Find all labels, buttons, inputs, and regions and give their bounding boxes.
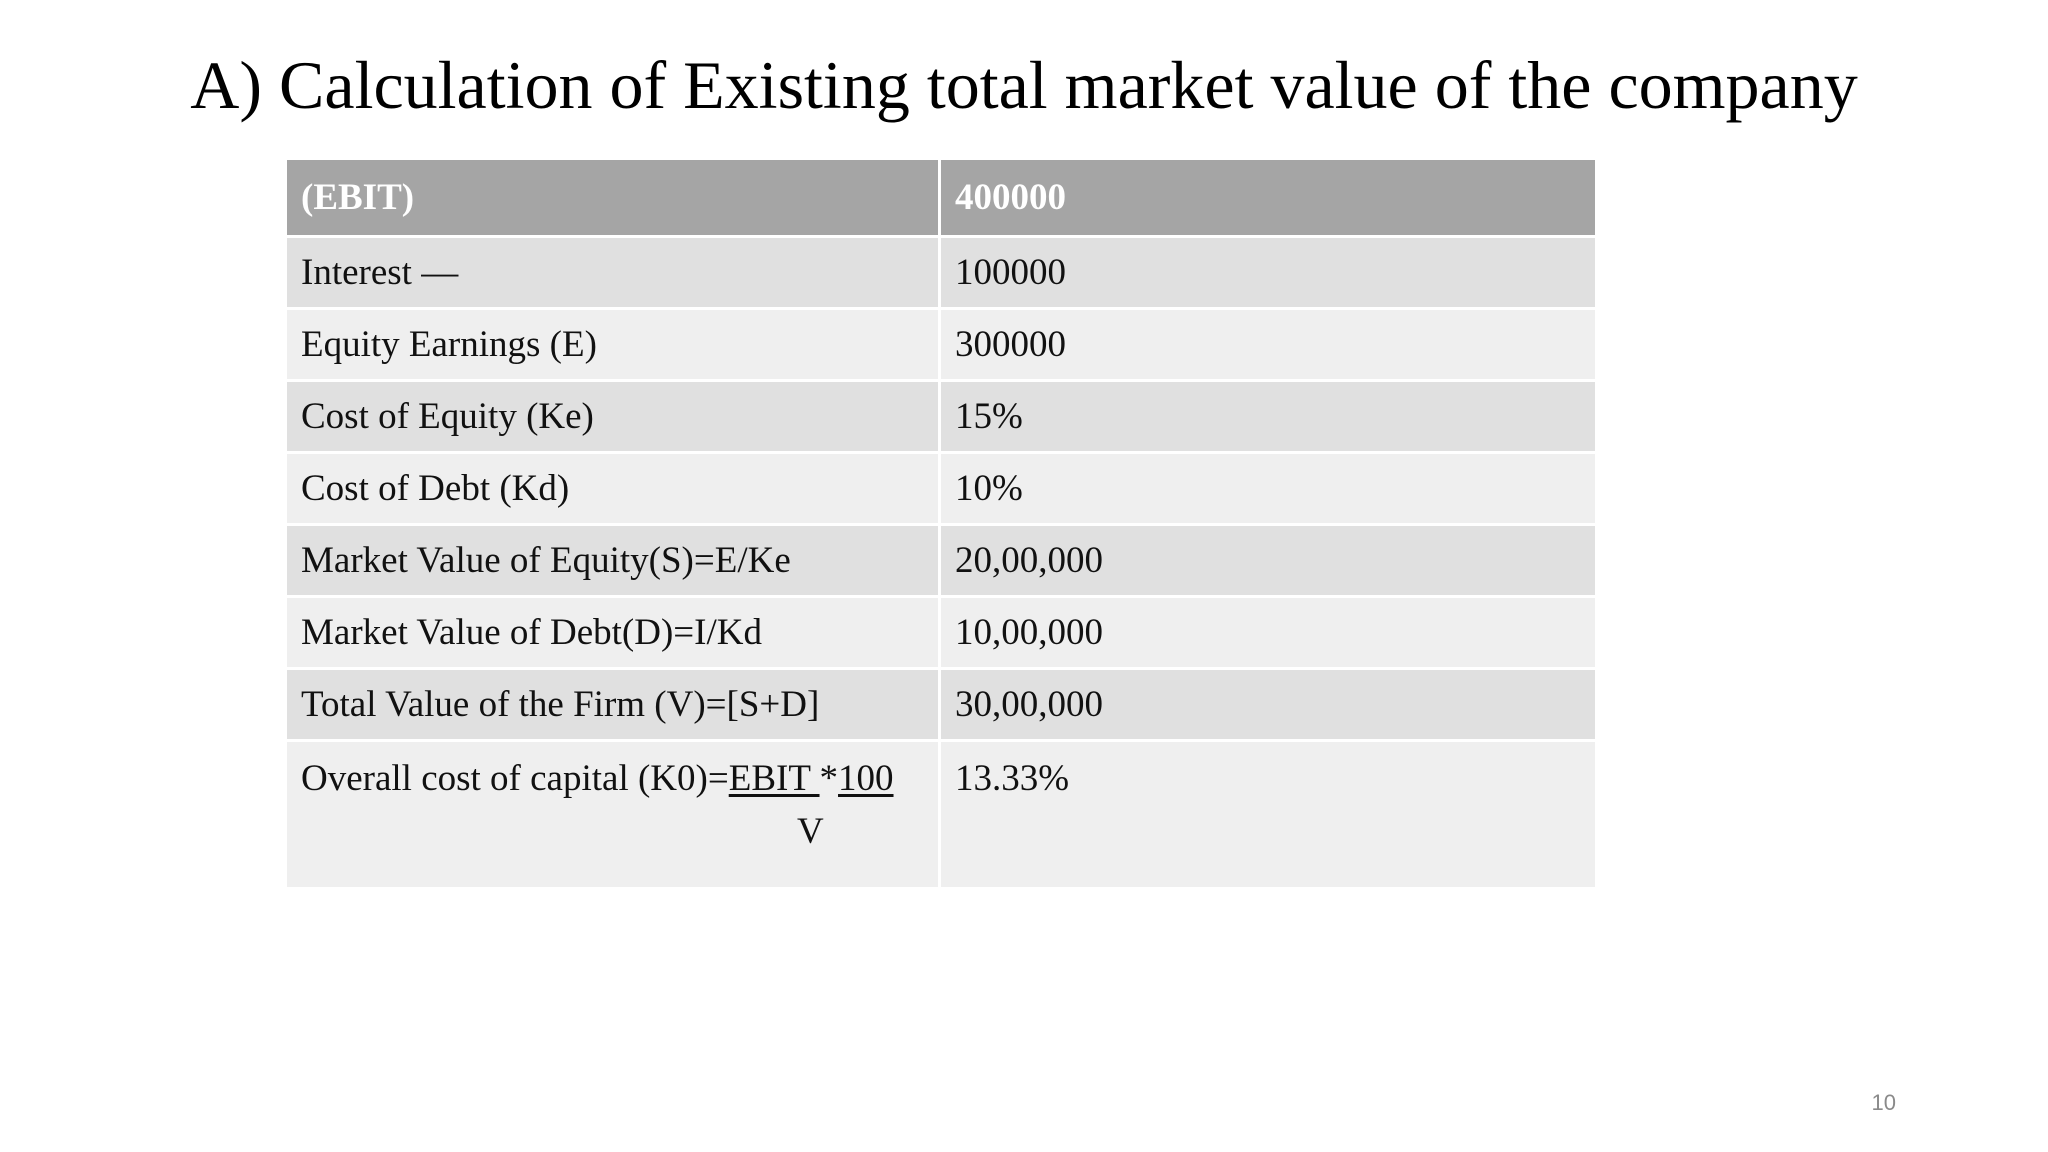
formula-numerator: EBIT: [728, 758, 820, 799]
row-value: 30,00,000: [938, 667, 1598, 742]
row-value: 13.33%: [938, 739, 1598, 890]
table-row-market-value-equity: Market Value of Equity(S)=E/Ke 20,00,000: [284, 523, 1598, 598]
row-value: 10,00,000: [938, 595, 1598, 670]
row-label: Cost of Equity (Ke): [284, 379, 941, 454]
formula-cell: Overall cost of capital (K0)=EBIT *100 V: [284, 739, 941, 890]
row-value: 20,00,000: [938, 523, 1598, 598]
row-value: 10%: [938, 451, 1598, 526]
table-row-market-value-debt: Market Value of Debt(D)=I/Kd 10,00,000: [284, 595, 1598, 670]
calculation-table: (EBIT) 400000 Interest — 100000 Equity E…: [284, 157, 1598, 890]
table-row-interest: Interest — 100000: [284, 235, 1598, 310]
formula-prefix: Overall cost of capital (K0)=: [301, 758, 729, 799]
table-row-total-value: Total Value of the Firm (V)=[S+D] 30,00,…: [284, 667, 1598, 742]
row-label: Market Value of Debt(D)=I/Kd: [284, 595, 941, 670]
formula-operator: *: [819, 758, 839, 799]
row-value: 15%: [938, 379, 1598, 454]
slide-title: A) Calculation of Existing total market …: [190, 47, 1858, 123]
table-row-cost-of-debt: Cost of Debt (Kd) 10%: [284, 451, 1598, 526]
table-header-row: (EBIT) 400000: [284, 157, 1598, 238]
row-label: Market Value of Equity(S)=E/Ke: [284, 523, 941, 598]
row-value: 100000: [938, 235, 1598, 310]
row-label: Total Value of the Firm (V)=[S+D]: [284, 667, 941, 742]
row-value: 300000: [938, 307, 1598, 382]
row-label: Cost of Debt (Kd): [284, 451, 941, 526]
formula-multiplier: 100: [838, 758, 894, 799]
header-value-cell: 400000: [938, 157, 1598, 238]
table-row-overall-cost-of-capital: Overall cost of capital (K0)=EBIT *100 V…: [284, 739, 1598, 890]
table-row-cost-of-equity: Cost of Equity (Ke) 15%: [284, 379, 1598, 454]
table-row-equity-earnings: Equity Earnings (E) 300000: [284, 307, 1598, 382]
row-label: Interest —: [284, 235, 941, 310]
row-label: Equity Earnings (E): [284, 307, 941, 382]
formula-denominator: V: [797, 811, 824, 852]
page-number: 10: [1871, 1090, 1896, 1115]
formula-numerator-line: Overall cost of capital (K0)=EBIT *100: [301, 752, 937, 806]
header-label-cell: (EBIT): [284, 157, 941, 238]
